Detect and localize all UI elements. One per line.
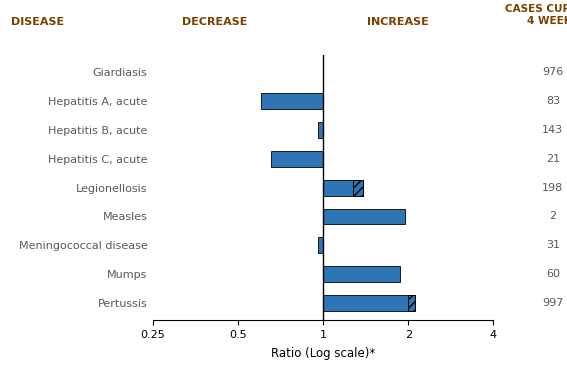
Bar [323, 180, 353, 196]
Text: 997: 997 [542, 298, 564, 308]
Bar [408, 295, 416, 311]
Text: 60: 60 [546, 269, 560, 279]
Text: 976: 976 [542, 67, 564, 78]
Text: 31: 31 [546, 240, 560, 250]
X-axis label: Ratio (Log scale)*: Ratio (Log scale)* [271, 347, 375, 360]
Bar [323, 295, 408, 311]
Bar [323, 209, 405, 224]
Text: 143: 143 [542, 125, 564, 135]
Text: DECREASE: DECREASE [181, 17, 247, 27]
Bar [260, 93, 323, 109]
Text: DISEASE: DISEASE [11, 17, 65, 27]
Bar [271, 151, 323, 167]
Text: 21: 21 [546, 154, 560, 164]
Text: 198: 198 [542, 183, 564, 193]
Bar [318, 237, 323, 253]
Bar [408, 295, 416, 311]
Bar [323, 266, 400, 282]
Text: 83: 83 [546, 96, 560, 106]
Text: INCREASE: INCREASE [367, 17, 429, 27]
Text: CASES CURRENT
4 WEEKS: CASES CURRENT 4 WEEKS [505, 4, 567, 25]
Bar [353, 180, 363, 196]
Bar [318, 122, 323, 138]
Bar [353, 180, 363, 196]
Text: 2: 2 [549, 212, 556, 222]
